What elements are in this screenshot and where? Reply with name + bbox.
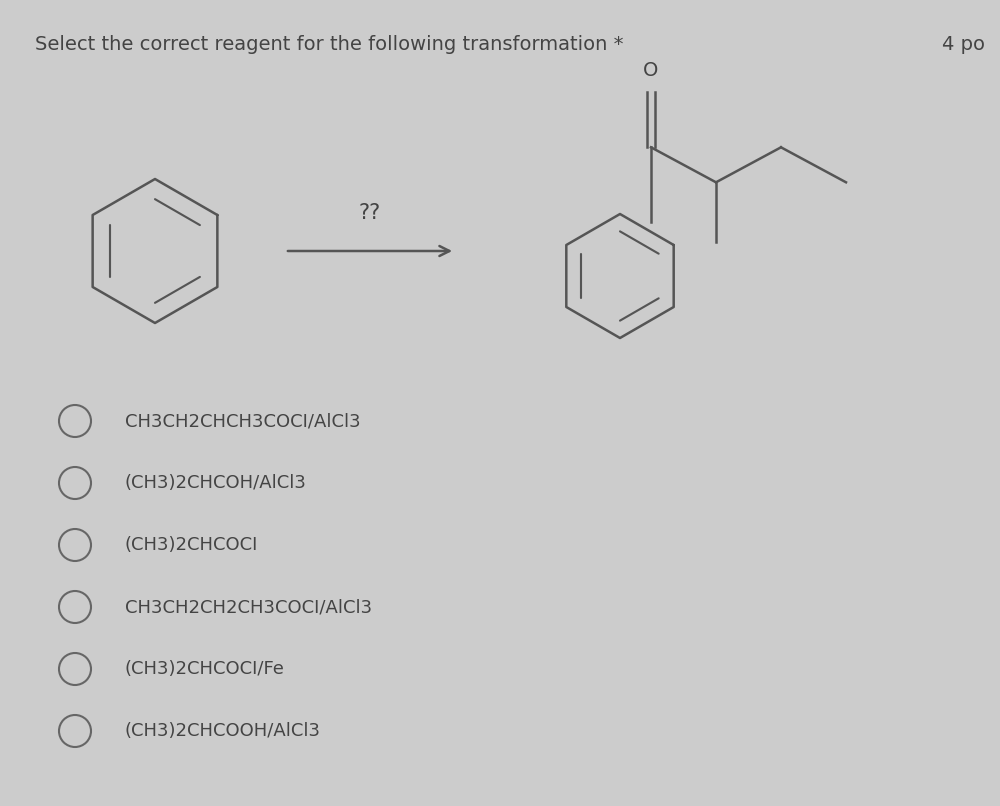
Text: (CH3)2CHCOH/AlCl3: (CH3)2CHCOH/AlCl3 (125, 474, 307, 492)
Text: CH3CH2CH2CH3COCI/AlCl3: CH3CH2CH2CH3COCI/AlCl3 (125, 598, 372, 616)
Text: 4 po: 4 po (942, 35, 985, 53)
Text: (CH3)2CHCOCI: (CH3)2CHCOCI (125, 536, 258, 554)
Text: (CH3)2CHCOOH/AlCl3: (CH3)2CHCOOH/AlCl3 (125, 722, 321, 740)
Text: ??: ?? (359, 203, 381, 223)
Text: (CH3)2CHCOCI/Fe: (CH3)2CHCOCI/Fe (125, 660, 285, 678)
Text: CH3CH2CHCH3COCI/AlCl3: CH3CH2CHCH3COCI/AlCl3 (125, 412, 361, 430)
Text: O: O (643, 61, 659, 81)
Text: Select the correct reagent for the following transformation *: Select the correct reagent for the follo… (35, 35, 624, 53)
